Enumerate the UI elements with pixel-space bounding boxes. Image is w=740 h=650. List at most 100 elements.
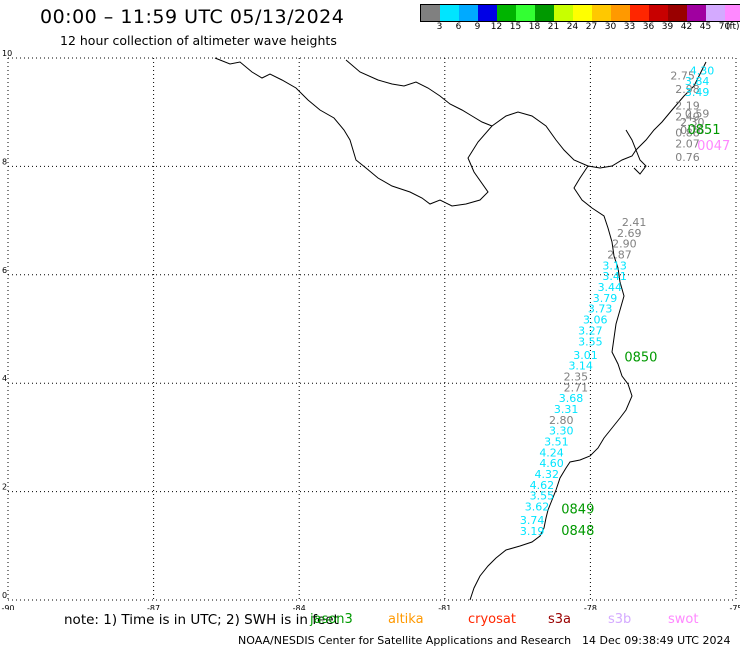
coastline-gulf-of-uraba xyxy=(625,129,647,175)
wave-height-value: 0.59 xyxy=(685,108,710,121)
x-tick-label: -75 xyxy=(729,604,740,610)
wave-height-value: 3.41 xyxy=(602,270,627,283)
wave-height-points: 4.302.753.842.983.492.190.592.492.30 0.76… xyxy=(520,64,714,538)
satellite-legend-item: cryosat xyxy=(468,612,516,627)
coastline xyxy=(214,57,707,601)
y-tick-label: 8 xyxy=(2,157,7,166)
scale-label: 30 xyxy=(604,22,617,32)
scale-label: 33 xyxy=(623,22,636,32)
map-grid xyxy=(7,57,737,601)
wave-height-value: 2.49 xyxy=(675,110,700,123)
scale-swatch xyxy=(725,5,740,21)
wave-height-value: 3.31 xyxy=(554,403,579,416)
wave-height-value: 2.69 xyxy=(617,227,642,240)
satellite-legend-item: s3b xyxy=(608,612,632,627)
scale-label: 18 xyxy=(528,22,541,32)
satellite-legend-item: s3a xyxy=(548,612,572,627)
wave-height-value: 4.62 xyxy=(530,479,555,492)
wave-height-value: 2.98 xyxy=(675,83,700,96)
scale-swatch xyxy=(554,5,573,21)
wave-height-value: 3.55 xyxy=(530,490,555,503)
wave-height-value: 2.35 xyxy=(564,370,589,383)
track-time-label: 0851 xyxy=(687,123,720,138)
coastline-north xyxy=(214,57,707,207)
wave-height-value: 3.06 xyxy=(583,314,608,327)
scale-label: 12 xyxy=(490,22,503,32)
scale-label: 36 xyxy=(642,22,655,32)
wave-height-value: 0.88 xyxy=(675,127,700,140)
x-tick-label: -84 xyxy=(293,604,306,610)
y-tick-label: 4 xyxy=(2,374,7,383)
y-tick-label: 2 xyxy=(2,483,7,492)
scale-swatch xyxy=(687,5,706,21)
y-tick-label: 6 xyxy=(2,266,7,275)
scale-label: 39 xyxy=(661,22,674,32)
scale-label: 15 xyxy=(509,22,522,32)
wave-height-value: 3.44 xyxy=(598,281,623,294)
scale-label: 3 xyxy=(436,22,443,32)
wave-height-value: 3.51 xyxy=(544,436,569,449)
wave-height-value: 3.68 xyxy=(559,392,584,405)
wave-height-value: 2.71 xyxy=(564,381,589,394)
scale-unit-label: (ft) xyxy=(726,22,740,32)
y-tick-label: 10 xyxy=(2,49,12,58)
wave-height-value: 4.24 xyxy=(539,446,564,459)
wave-height-value: 3.84 xyxy=(685,75,710,88)
wave-height-value: 3.01 xyxy=(573,349,598,362)
scale-swatch xyxy=(421,5,440,21)
wave-height-value: 3.49 xyxy=(685,86,710,99)
satellite-legend-item: swot xyxy=(668,612,699,627)
wave-height-value: 3.74 xyxy=(520,514,545,527)
wave-height-value: 3.27 xyxy=(578,324,603,337)
wave-height-value: 2.75 xyxy=(670,70,695,83)
scale-swatch xyxy=(649,5,668,21)
wave-height-value: 2.41 xyxy=(622,216,647,229)
scale-swatch xyxy=(611,5,630,21)
page-title: 00:00 – 11:59 UTC 05/13/2024 xyxy=(40,6,345,28)
scale-swatch xyxy=(497,5,516,21)
satellite-legend: jason3 altika cryosat s3a s3b swot xyxy=(0,612,740,630)
wave-height-value: 2.80 xyxy=(549,414,574,427)
scale-swatch xyxy=(592,5,611,21)
scale-swatch xyxy=(630,5,649,21)
scale-swatch xyxy=(668,5,687,21)
coastline-west-colombia xyxy=(469,165,633,601)
wave-height-value: 2.19 xyxy=(675,99,700,112)
scale-swatch xyxy=(706,5,725,21)
axis-labels: -90 -87 -84 -81 -78 -75 0 2 4 6 8 10 xyxy=(1,49,740,610)
scale-label: 21 xyxy=(547,22,560,32)
wave-height-value: 3.19 xyxy=(520,525,545,538)
wave-height-value: 3.13 xyxy=(602,259,627,272)
coastline-gulf-north xyxy=(345,59,493,127)
page-subtitle: 12 hour collection of altimeter wave hei… xyxy=(60,33,337,48)
wave-height-value: 4.30 xyxy=(690,64,715,77)
scale-swatch xyxy=(478,5,497,21)
scale-swatch xyxy=(535,5,554,21)
wave-height-value: 3.73 xyxy=(588,303,613,316)
scale-swatch xyxy=(573,5,592,21)
wave-height-value: 2.30 xyxy=(680,116,705,129)
wave-height-value: 3.55 xyxy=(578,335,603,348)
satellite-legend-item: altika xyxy=(388,612,424,627)
track-time-label: 0848 xyxy=(561,524,594,539)
scale-swatch xyxy=(440,5,459,21)
note-text: note: 1) Time is in UTC; 2) SWH is in fe… xyxy=(64,612,339,628)
scale-label: 9 xyxy=(474,22,481,32)
wave-height-value: 0.76 xyxy=(675,151,700,164)
scale-label: 24 xyxy=(566,22,579,32)
wave-height-value: 3.14 xyxy=(568,360,593,373)
wave-height-value: 3.62 xyxy=(525,501,550,514)
scale-swatch xyxy=(459,5,478,21)
footer-timestamp: 14 Dec 09:38:49 UTC 2024 xyxy=(582,634,731,647)
wave-height-value: 2.90 xyxy=(612,238,637,251)
footer-credit: NOAA/NESDIS Center for Satellite Applica… xyxy=(238,634,572,647)
scale-label: 6 xyxy=(455,22,462,32)
wave-height-value: 2.07 xyxy=(675,137,700,150)
x-tick-label: -87 xyxy=(147,604,160,610)
color-scale-labels: 3 6 9 12 15 18 21 24 27 30 33 36 39 42 45 70 xyxy=(420,22,740,34)
track-time-label: 0850 xyxy=(624,351,657,366)
wave-height-value: 4.32 xyxy=(534,468,559,481)
wave-height-map: 4.302.753.842.983.492.190.592.492.30 0.76… xyxy=(1,49,740,610)
satellite-legend-item: jason3 xyxy=(310,612,353,627)
scale-label: 45 xyxy=(699,22,712,32)
